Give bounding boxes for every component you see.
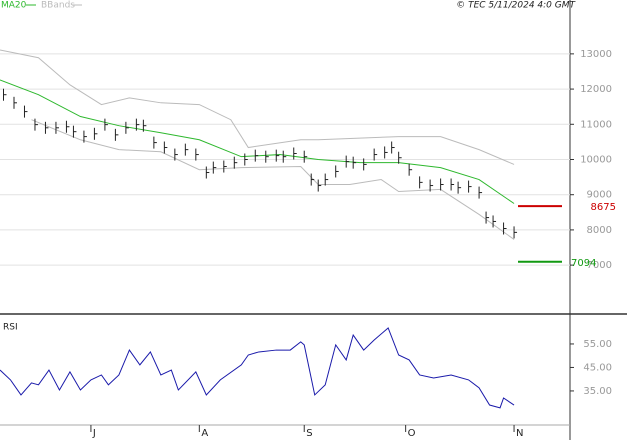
price-bar (265, 150, 269, 163)
price-bar (55, 121, 59, 134)
y-tick-label: 12000 (580, 84, 612, 95)
price-bar (223, 160, 227, 173)
y-tick-label: 10000 (580, 154, 612, 165)
price-bar (408, 163, 413, 176)
price-bar (440, 178, 444, 191)
price-bar (513, 226, 518, 239)
price-bar (23, 105, 28, 118)
price-bar (457, 181, 462, 194)
ma20-line (0, 79, 515, 204)
price-bar (34, 118, 38, 131)
price-bar (44, 121, 49, 134)
price-bar (282, 150, 287, 163)
price-bar (391, 141, 395, 154)
legend-ma: MA20 (1, 1, 27, 11)
x-tick-label: N (516, 428, 523, 439)
price-bar (485, 211, 490, 224)
price-bar (398, 151, 402, 164)
price-bar (384, 146, 388, 159)
price-bar (65, 120, 70, 133)
price-bar (310, 173, 315, 186)
price-bar (13, 96, 17, 109)
price-bar (205, 166, 210, 179)
price-bar (419, 176, 423, 189)
price-bar (153, 136, 157, 149)
x-tick-label: J (92, 428, 96, 439)
price-bar (104, 118, 108, 131)
price-bar (174, 148, 178, 161)
price-bar (492, 215, 497, 228)
y-tick-label: 35.00 (583, 386, 612, 397)
bb-lower (31, 119, 515, 240)
price-bar (83, 130, 87, 143)
x-tick-label: O (408, 428, 416, 439)
price-bar (212, 161, 217, 174)
bb-upper (0, 49, 515, 165)
price-bar (450, 178, 455, 191)
level-label: 8675 (591, 202, 616, 213)
price-bar (317, 179, 322, 192)
price-bar (303, 150, 308, 163)
level-label: 7094 (571, 258, 596, 269)
y-tick-label: 8000 (587, 225, 612, 236)
y-tick-label: 55.00 (583, 339, 612, 350)
x-tick-label: A (201, 428, 208, 439)
price-bar (163, 141, 168, 154)
price-bar (254, 149, 259, 162)
price-bar (125, 121, 129, 134)
price-bar (72, 125, 77, 138)
y-tick-label: 45.00 (583, 362, 612, 373)
price-bar (184, 143, 189, 156)
price-bar (352, 156, 357, 169)
price-bar (135, 118, 140, 131)
x-tick-label: S (306, 428, 312, 439)
price-bar (195, 148, 199, 161)
price-bar (429, 179, 434, 192)
price-bar (478, 186, 483, 199)
price-bar (345, 155, 350, 168)
y-tick-label: 9000 (587, 190, 612, 201)
price-bar (114, 128, 119, 141)
price-bar (293, 147, 297, 160)
price-bar (373, 148, 378, 161)
y-tick-label: 7000 (587, 260, 612, 271)
price-bar (233, 156, 238, 169)
y-tick-label: 11000 (580, 119, 612, 130)
price-bar (142, 119, 147, 132)
price-bar (468, 180, 472, 193)
legend-bb: BBands (41, 1, 75, 11)
price-bar (275, 149, 280, 162)
price-bar (93, 127, 98, 140)
price-bar (363, 158, 367, 171)
price-bar (503, 222, 507, 235)
y-tick-label: 13000 (580, 49, 612, 60)
price-bar (2, 88, 7, 101)
rsi-line (0, 327, 515, 409)
rsi-title: RSI (3, 323, 18, 333)
price-bar (335, 165, 339, 178)
price-bar (324, 173, 329, 186)
price-bar (244, 153, 248, 166)
stamp: © TEC 5/11/2024 4:0 GMT (456, 1, 576, 11)
